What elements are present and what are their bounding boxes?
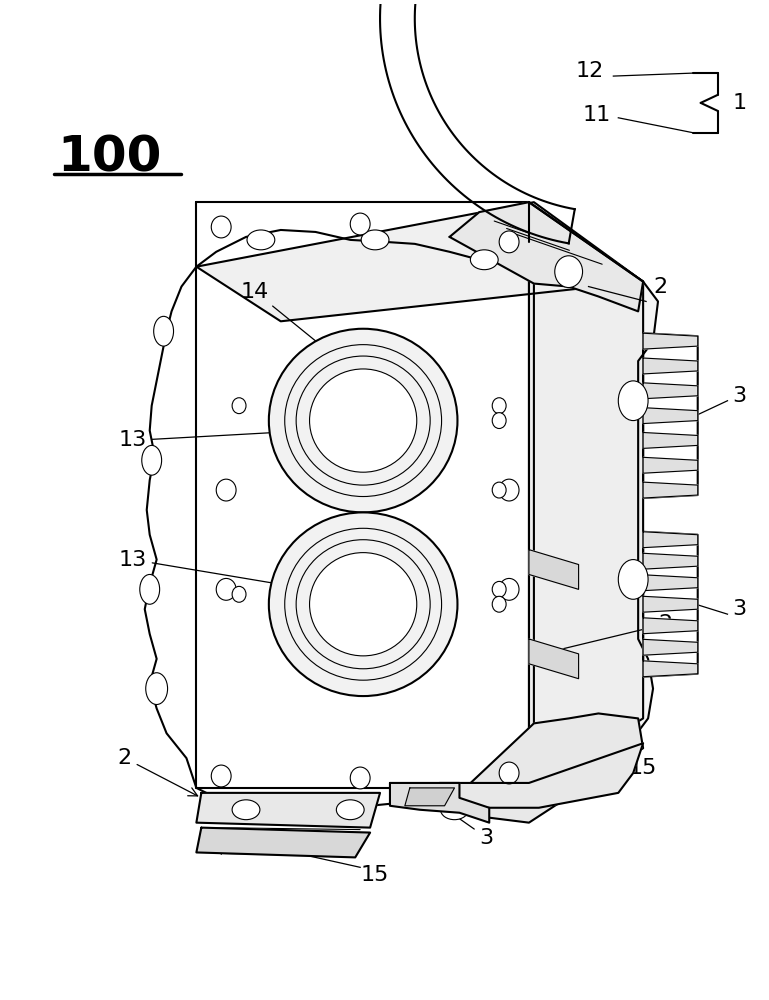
Polygon shape	[643, 383, 697, 399]
Text: 2: 2	[546, 614, 672, 655]
Text: 11: 11	[582, 105, 611, 125]
Ellipse shape	[492, 596, 506, 612]
Polygon shape	[450, 713, 643, 823]
Ellipse shape	[499, 231, 519, 253]
Ellipse shape	[211, 216, 231, 238]
Ellipse shape	[618, 381, 648, 421]
Text: 100: 100	[58, 133, 161, 181]
Text: 3: 3	[732, 386, 747, 406]
Polygon shape	[196, 793, 380, 828]
Polygon shape	[440, 743, 643, 808]
Polygon shape	[390, 783, 489, 823]
Ellipse shape	[269, 512, 458, 696]
Polygon shape	[529, 639, 578, 679]
Ellipse shape	[499, 479, 519, 501]
Ellipse shape	[336, 800, 365, 820]
Ellipse shape	[310, 369, 417, 472]
Polygon shape	[643, 596, 697, 612]
Ellipse shape	[492, 581, 506, 597]
Text: 15: 15	[360, 865, 388, 885]
Ellipse shape	[350, 767, 370, 789]
Polygon shape	[643, 618, 697, 634]
Polygon shape	[404, 788, 454, 806]
Text: 15: 15	[548, 758, 657, 798]
Ellipse shape	[216, 479, 236, 501]
Ellipse shape	[361, 230, 389, 250]
Text: 3: 3	[433, 800, 494, 848]
Ellipse shape	[350, 213, 370, 235]
Text: 12: 12	[575, 61, 604, 81]
Polygon shape	[643, 482, 697, 498]
Ellipse shape	[146, 673, 168, 705]
Polygon shape	[643, 532, 697, 548]
Text: 3: 3	[732, 599, 747, 619]
Text: 2: 2	[118, 748, 198, 796]
Text: 13: 13	[118, 427, 306, 450]
Ellipse shape	[618, 560, 648, 599]
Text: 2: 2	[653, 277, 667, 297]
Text: 14: 14	[241, 282, 337, 358]
Ellipse shape	[492, 482, 506, 498]
Polygon shape	[643, 661, 697, 677]
Polygon shape	[529, 550, 578, 589]
Polygon shape	[643, 575, 697, 591]
Polygon shape	[534, 257, 658, 758]
Polygon shape	[643, 432, 697, 448]
Polygon shape	[196, 202, 529, 788]
Ellipse shape	[499, 762, 519, 784]
Ellipse shape	[310, 553, 417, 656]
Polygon shape	[643, 408, 697, 424]
Ellipse shape	[471, 250, 498, 270]
Ellipse shape	[232, 398, 246, 414]
Ellipse shape	[140, 574, 160, 604]
Polygon shape	[643, 358, 697, 374]
Ellipse shape	[492, 398, 506, 414]
Polygon shape	[196, 828, 370, 857]
Polygon shape	[643, 639, 697, 655]
Ellipse shape	[141, 445, 161, 475]
Ellipse shape	[441, 800, 468, 820]
Ellipse shape	[269, 329, 458, 512]
Polygon shape	[643, 553, 697, 569]
Ellipse shape	[499, 578, 519, 600]
Polygon shape	[196, 202, 643, 321]
Text: 1: 1	[732, 93, 747, 113]
Polygon shape	[529, 202, 643, 788]
Ellipse shape	[154, 316, 174, 346]
Ellipse shape	[232, 800, 260, 820]
Polygon shape	[450, 202, 643, 311]
Text: 13: 13	[118, 550, 306, 592]
Ellipse shape	[554, 256, 583, 288]
Polygon shape	[643, 333, 697, 349]
Ellipse shape	[216, 578, 236, 600]
Ellipse shape	[247, 230, 275, 250]
Ellipse shape	[232, 586, 246, 602]
Ellipse shape	[492, 413, 506, 429]
Ellipse shape	[211, 765, 231, 787]
Polygon shape	[643, 457, 697, 473]
